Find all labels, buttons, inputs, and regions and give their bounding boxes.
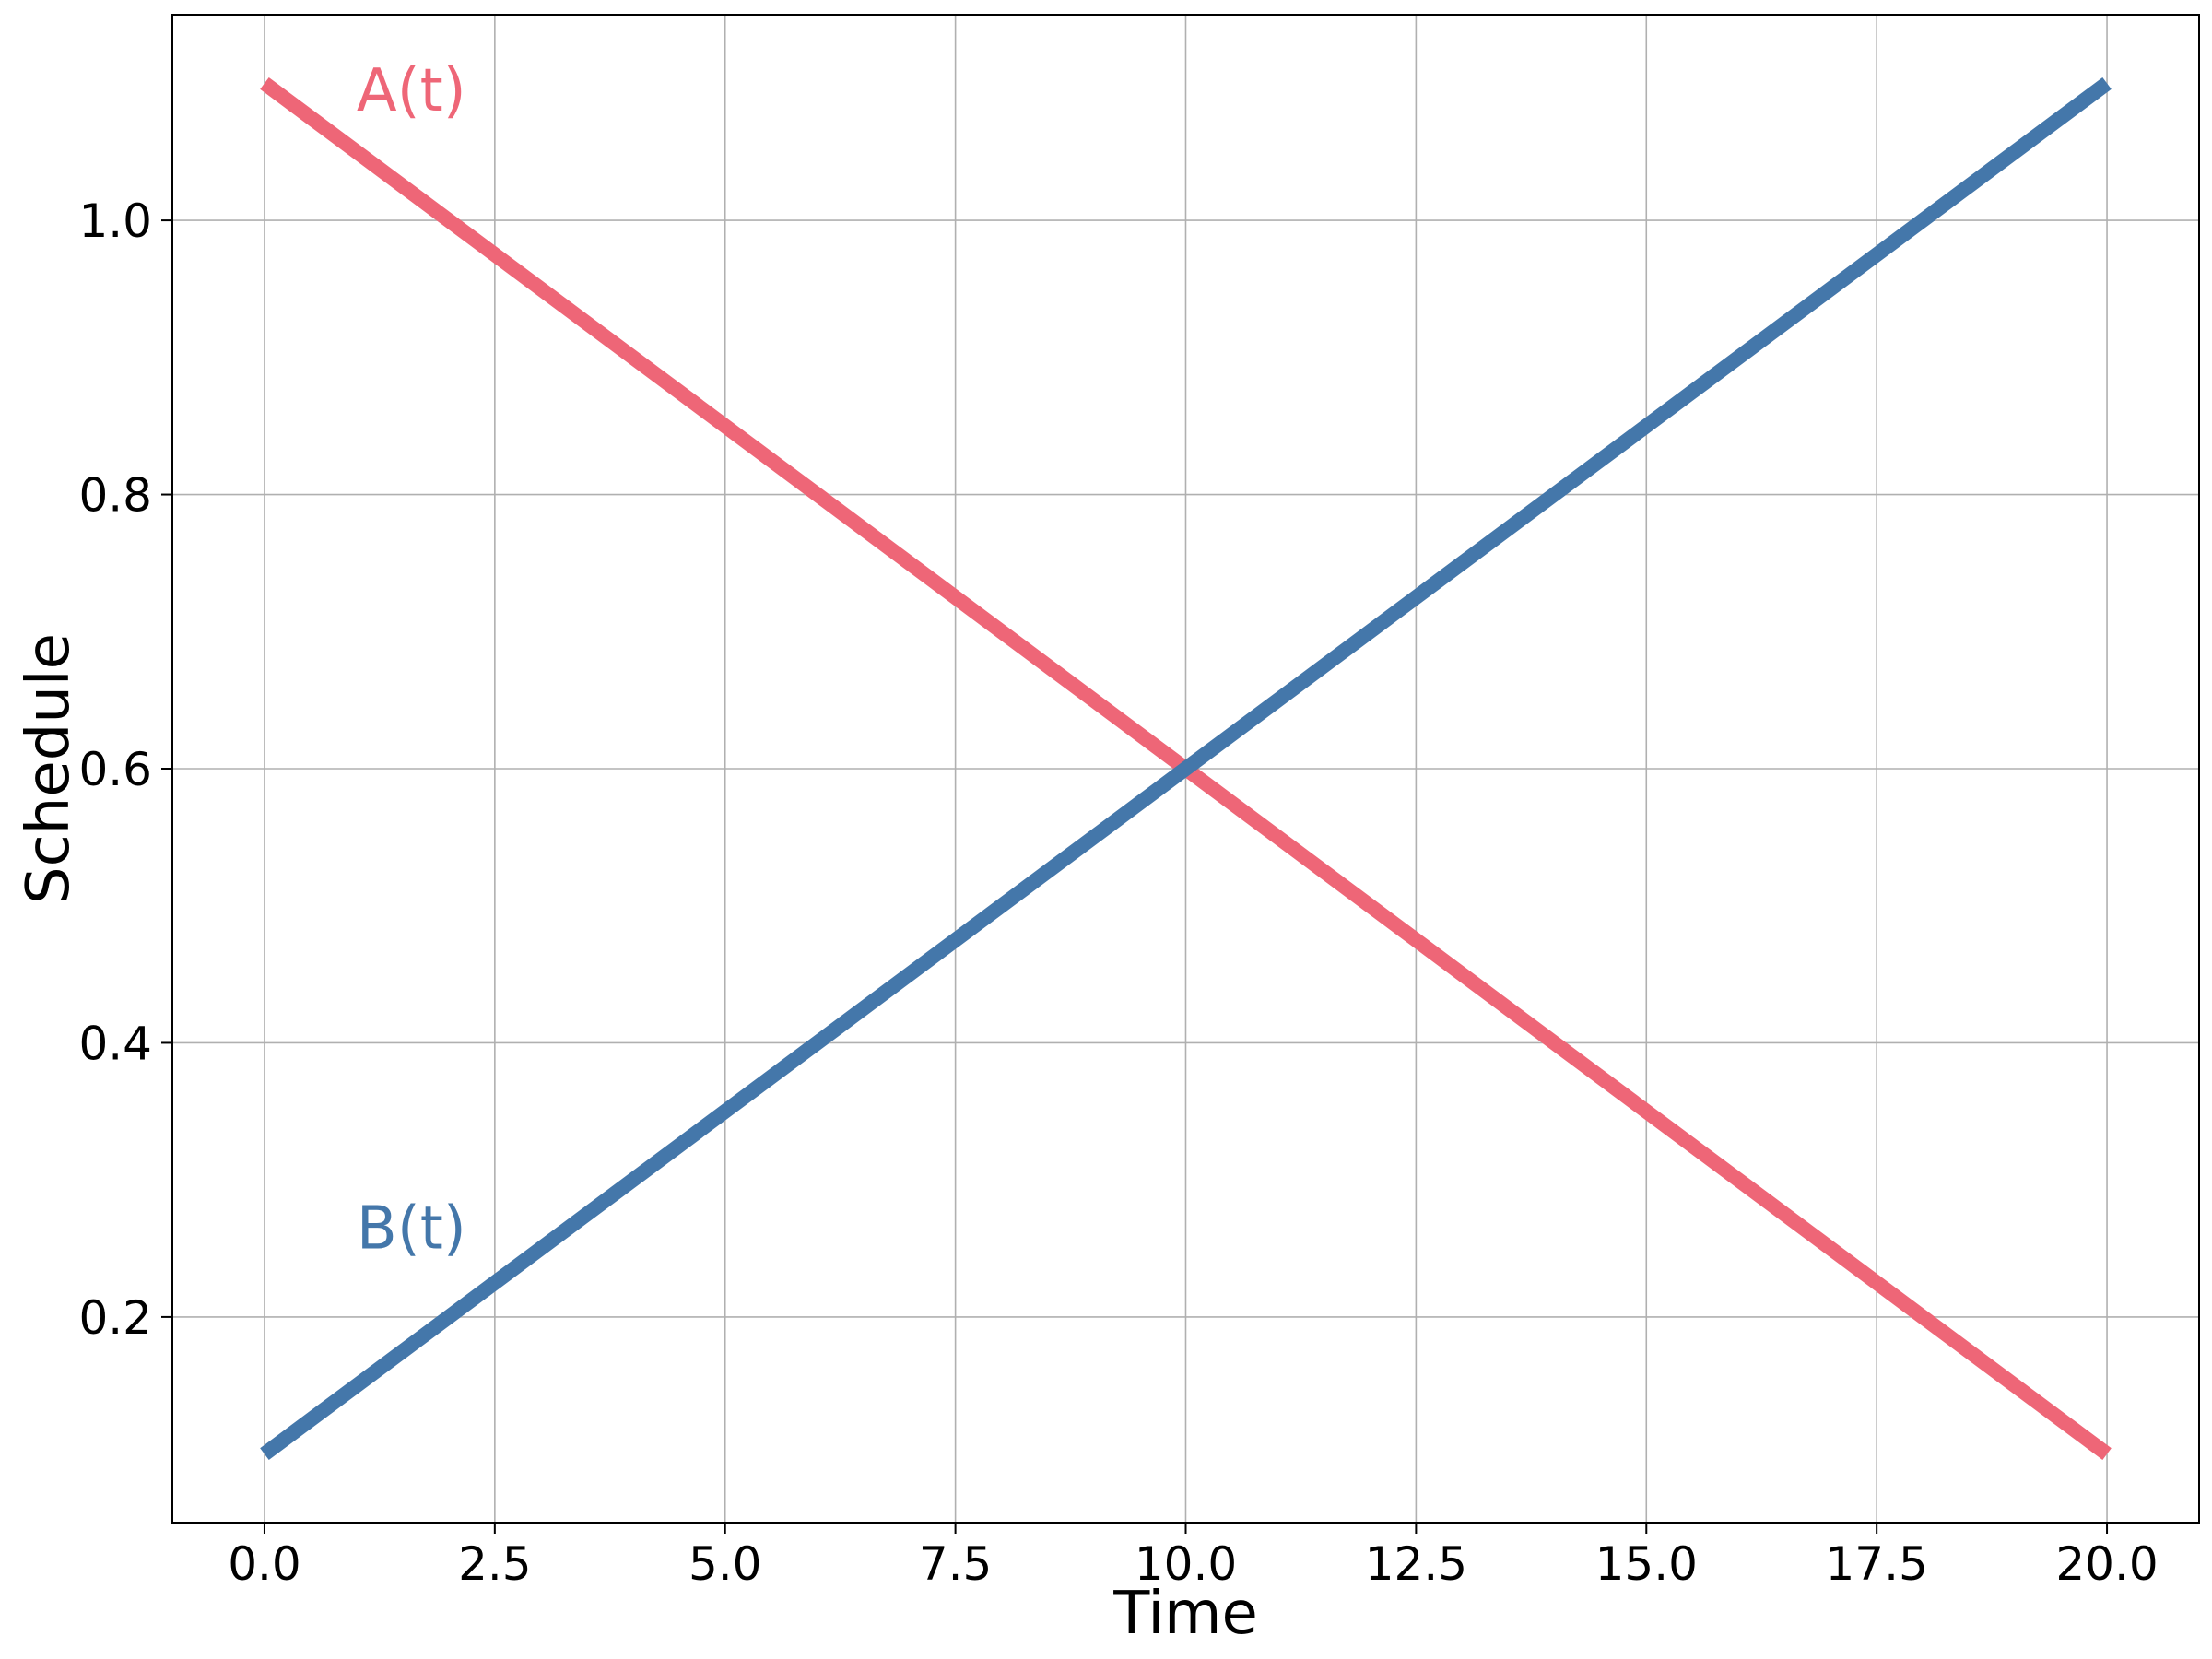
x-axis-ticks: 0.0 2.5 5.0 7.5 10.0 12.5 15.0 17.5 20.0 — [228, 1523, 2159, 1591]
x-tick-label: 5.0 — [688, 1537, 762, 1591]
y-tick-label: 0.6 — [78, 743, 152, 796]
y-tick-label: 0.2 — [78, 1291, 152, 1345]
y-axis-ticks: 0.2 0.4 0.6 0.8 1.0 — [78, 194, 172, 1345]
series-annotation-0: A(t) — [357, 57, 466, 125]
x-axis-label: Time — [1112, 1580, 1258, 1648]
x-tick-label: 2.5 — [458, 1537, 532, 1591]
y-tick-label: 0.8 — [78, 469, 152, 523]
y-tick-label: 1.0 — [78, 194, 152, 248]
x-tick-label: 10.0 — [1135, 1537, 1237, 1591]
series-annotation-1: B(t) — [357, 1195, 466, 1264]
x-tick-label: 0.0 — [228, 1537, 301, 1591]
x-tick-label: 7.5 — [919, 1537, 993, 1591]
x-tick-label: 12.5 — [1365, 1537, 1467, 1591]
x-tick-label: 20.0 — [2055, 1537, 2158, 1591]
series-annotations: A(t) B(t) — [357, 57, 466, 1263]
x-tick-label: 17.5 — [1825, 1537, 1927, 1591]
y-tick-label: 0.4 — [78, 1017, 152, 1070]
y-axis-label: Schedule — [15, 633, 83, 904]
series-lines — [260, 76, 2112, 1461]
series-line-1 — [260, 76, 2112, 1461]
x-tick-label: 15.0 — [1595, 1537, 1698, 1591]
